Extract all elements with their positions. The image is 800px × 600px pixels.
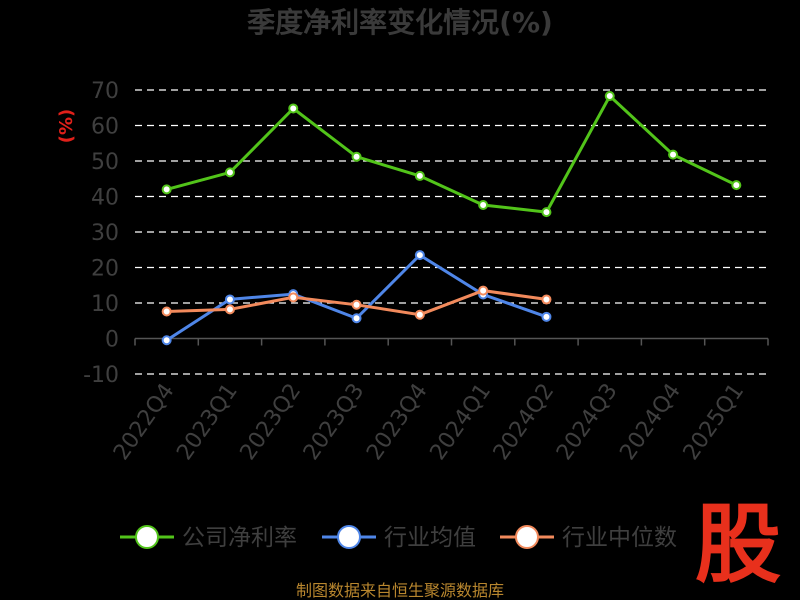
legend[interactable]: 公司净利率 行业均值 行业中位数 bbox=[120, 525, 677, 551]
data-point bbox=[414, 250, 425, 261]
x-tick-label: 2023Q1 bbox=[172, 379, 243, 465]
legend-marker-icon bbox=[515, 525, 539, 549]
data-point bbox=[478, 285, 489, 296]
legend-label: 行业均值 bbox=[384, 525, 476, 551]
y-tick-label: 30 bbox=[91, 221, 119, 246]
chart-title: 季度净利率变化情况(%) bbox=[247, 6, 553, 39]
x-tick-label: 2025Q1 bbox=[679, 379, 750, 465]
x-tick-label: 2024Q2 bbox=[489, 379, 560, 465]
data-point bbox=[414, 309, 425, 320]
data-point bbox=[731, 180, 742, 191]
y-tick-label: 60 bbox=[91, 115, 119, 140]
x-axis-ticks: 2022Q42023Q12023Q22023Q32023Q42024Q12024… bbox=[109, 379, 749, 465]
data-point bbox=[541, 294, 552, 305]
data-point bbox=[288, 103, 299, 114]
source-note: 制图数据来自恒生聚源数据库 bbox=[296, 581, 504, 600]
x-tick-label: 2023Q4 bbox=[362, 379, 433, 465]
data-point bbox=[351, 299, 362, 310]
x-tick-label: 2024Q4 bbox=[615, 379, 686, 465]
y-tick-label: 70 bbox=[91, 79, 119, 104]
y-tick-label: 0 bbox=[105, 328, 119, 353]
legend-item[interactable]: 公司净利率 bbox=[120, 525, 297, 551]
y-tick-label: 10 bbox=[91, 292, 119, 317]
y-tick-label: -10 bbox=[83, 363, 119, 388]
y-axis-unit: (%) bbox=[56, 109, 77, 144]
legend-item[interactable]: 行业中位数 bbox=[500, 525, 677, 551]
y-axis-ticks: 70 60 50 40 30 20 10 0 -10 bbox=[83, 79, 119, 388]
data-point bbox=[161, 184, 172, 195]
data-point bbox=[541, 207, 552, 218]
data-point bbox=[351, 151, 362, 162]
series-1 bbox=[161, 91, 742, 218]
y-tick-label: 40 bbox=[91, 186, 119, 211]
data-point bbox=[224, 167, 235, 178]
legend-marker-icon bbox=[337, 525, 361, 549]
x-axis bbox=[134, 337, 769, 346]
data-point bbox=[161, 335, 172, 346]
legend-label: 公司净利率 bbox=[182, 525, 297, 551]
data-point bbox=[478, 200, 489, 211]
data-point bbox=[668, 149, 679, 160]
series-lines bbox=[161, 91, 742, 346]
data-point bbox=[224, 304, 235, 315]
data-point bbox=[288, 292, 299, 303]
data-point bbox=[604, 91, 615, 102]
x-tick-label: 2023Q3 bbox=[299, 379, 370, 465]
y-tick-label: 20 bbox=[91, 257, 119, 282]
x-tick-label: 2024Q1 bbox=[426, 379, 497, 465]
legend-label: 行业中位数 bbox=[562, 525, 677, 551]
x-tick-label: 2022Q4 bbox=[109, 379, 180, 465]
series-2 bbox=[161, 250, 552, 346]
series-3 bbox=[161, 285, 552, 320]
data-point bbox=[224, 294, 235, 305]
legend-marker-icon bbox=[135, 525, 159, 549]
gridlines bbox=[135, 89, 768, 375]
legend-item[interactable]: 行业均值 bbox=[322, 525, 476, 551]
x-tick-label: 2023Q2 bbox=[236, 379, 307, 465]
data-point bbox=[161, 306, 172, 317]
data-point bbox=[351, 313, 362, 324]
y-tick-label: 50 bbox=[91, 150, 119, 175]
data-point bbox=[541, 311, 552, 322]
brand-logo: 股 bbox=[695, 495, 781, 595]
series-line bbox=[166, 93, 738, 214]
data-point bbox=[414, 170, 425, 181]
x-tick-label: 2024Q3 bbox=[552, 379, 623, 465]
